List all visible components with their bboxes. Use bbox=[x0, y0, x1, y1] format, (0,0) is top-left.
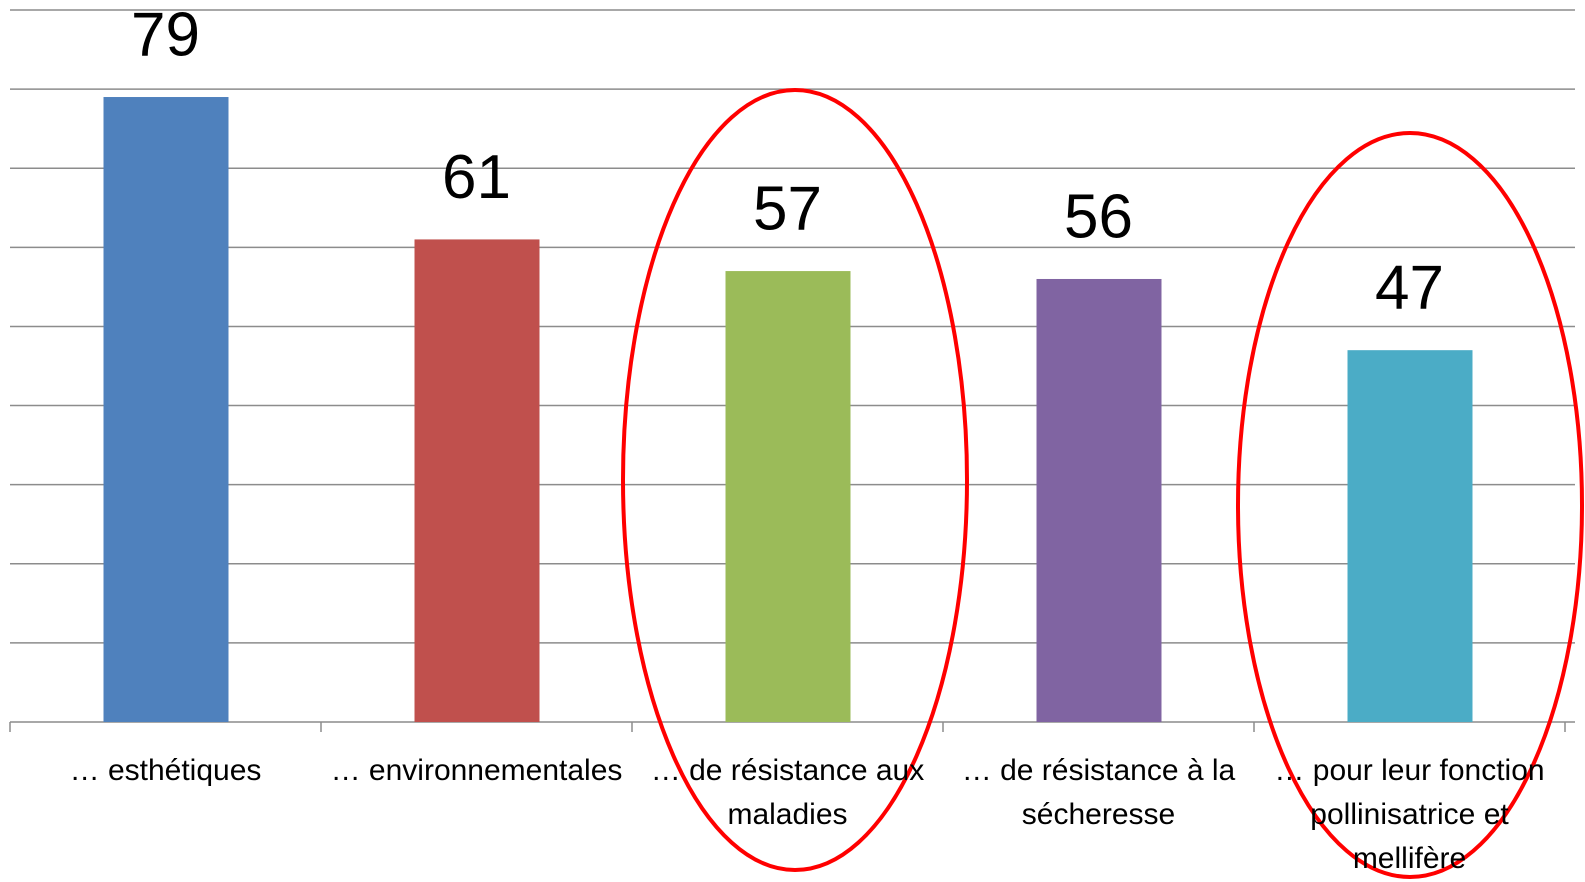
x-tick-label: … de résistance aux maladies bbox=[650, 754, 925, 831]
value-label: 57 bbox=[753, 174, 822, 243]
highlight-ellipse bbox=[621, 88, 969, 872]
bar bbox=[414, 239, 540, 722]
highlight-ellipse bbox=[1236, 131, 1584, 879]
bar bbox=[725, 271, 851, 722]
bar bbox=[103, 97, 229, 723]
bar bbox=[1347, 350, 1473, 722]
x-tick-label: … environnementales bbox=[330, 754, 623, 787]
x-tick-label: … esthétiques bbox=[69, 754, 262, 787]
value-label: 79 bbox=[131, 0, 200, 69]
value-label: 61 bbox=[442, 143, 511, 212]
x-tick-label: … de résistance à la sécheresse bbox=[961, 754, 1236, 831]
x-tick-label: … pour leur fonction pollinisatrice et m… bbox=[1274, 754, 1545, 875]
plot-area: 79 61 57 56 47 bbox=[9, 0, 1575, 732]
value-label: 56 bbox=[1064, 182, 1133, 251]
bar bbox=[1036, 278, 1162, 722]
value-label: 47 bbox=[1375, 254, 1444, 323]
